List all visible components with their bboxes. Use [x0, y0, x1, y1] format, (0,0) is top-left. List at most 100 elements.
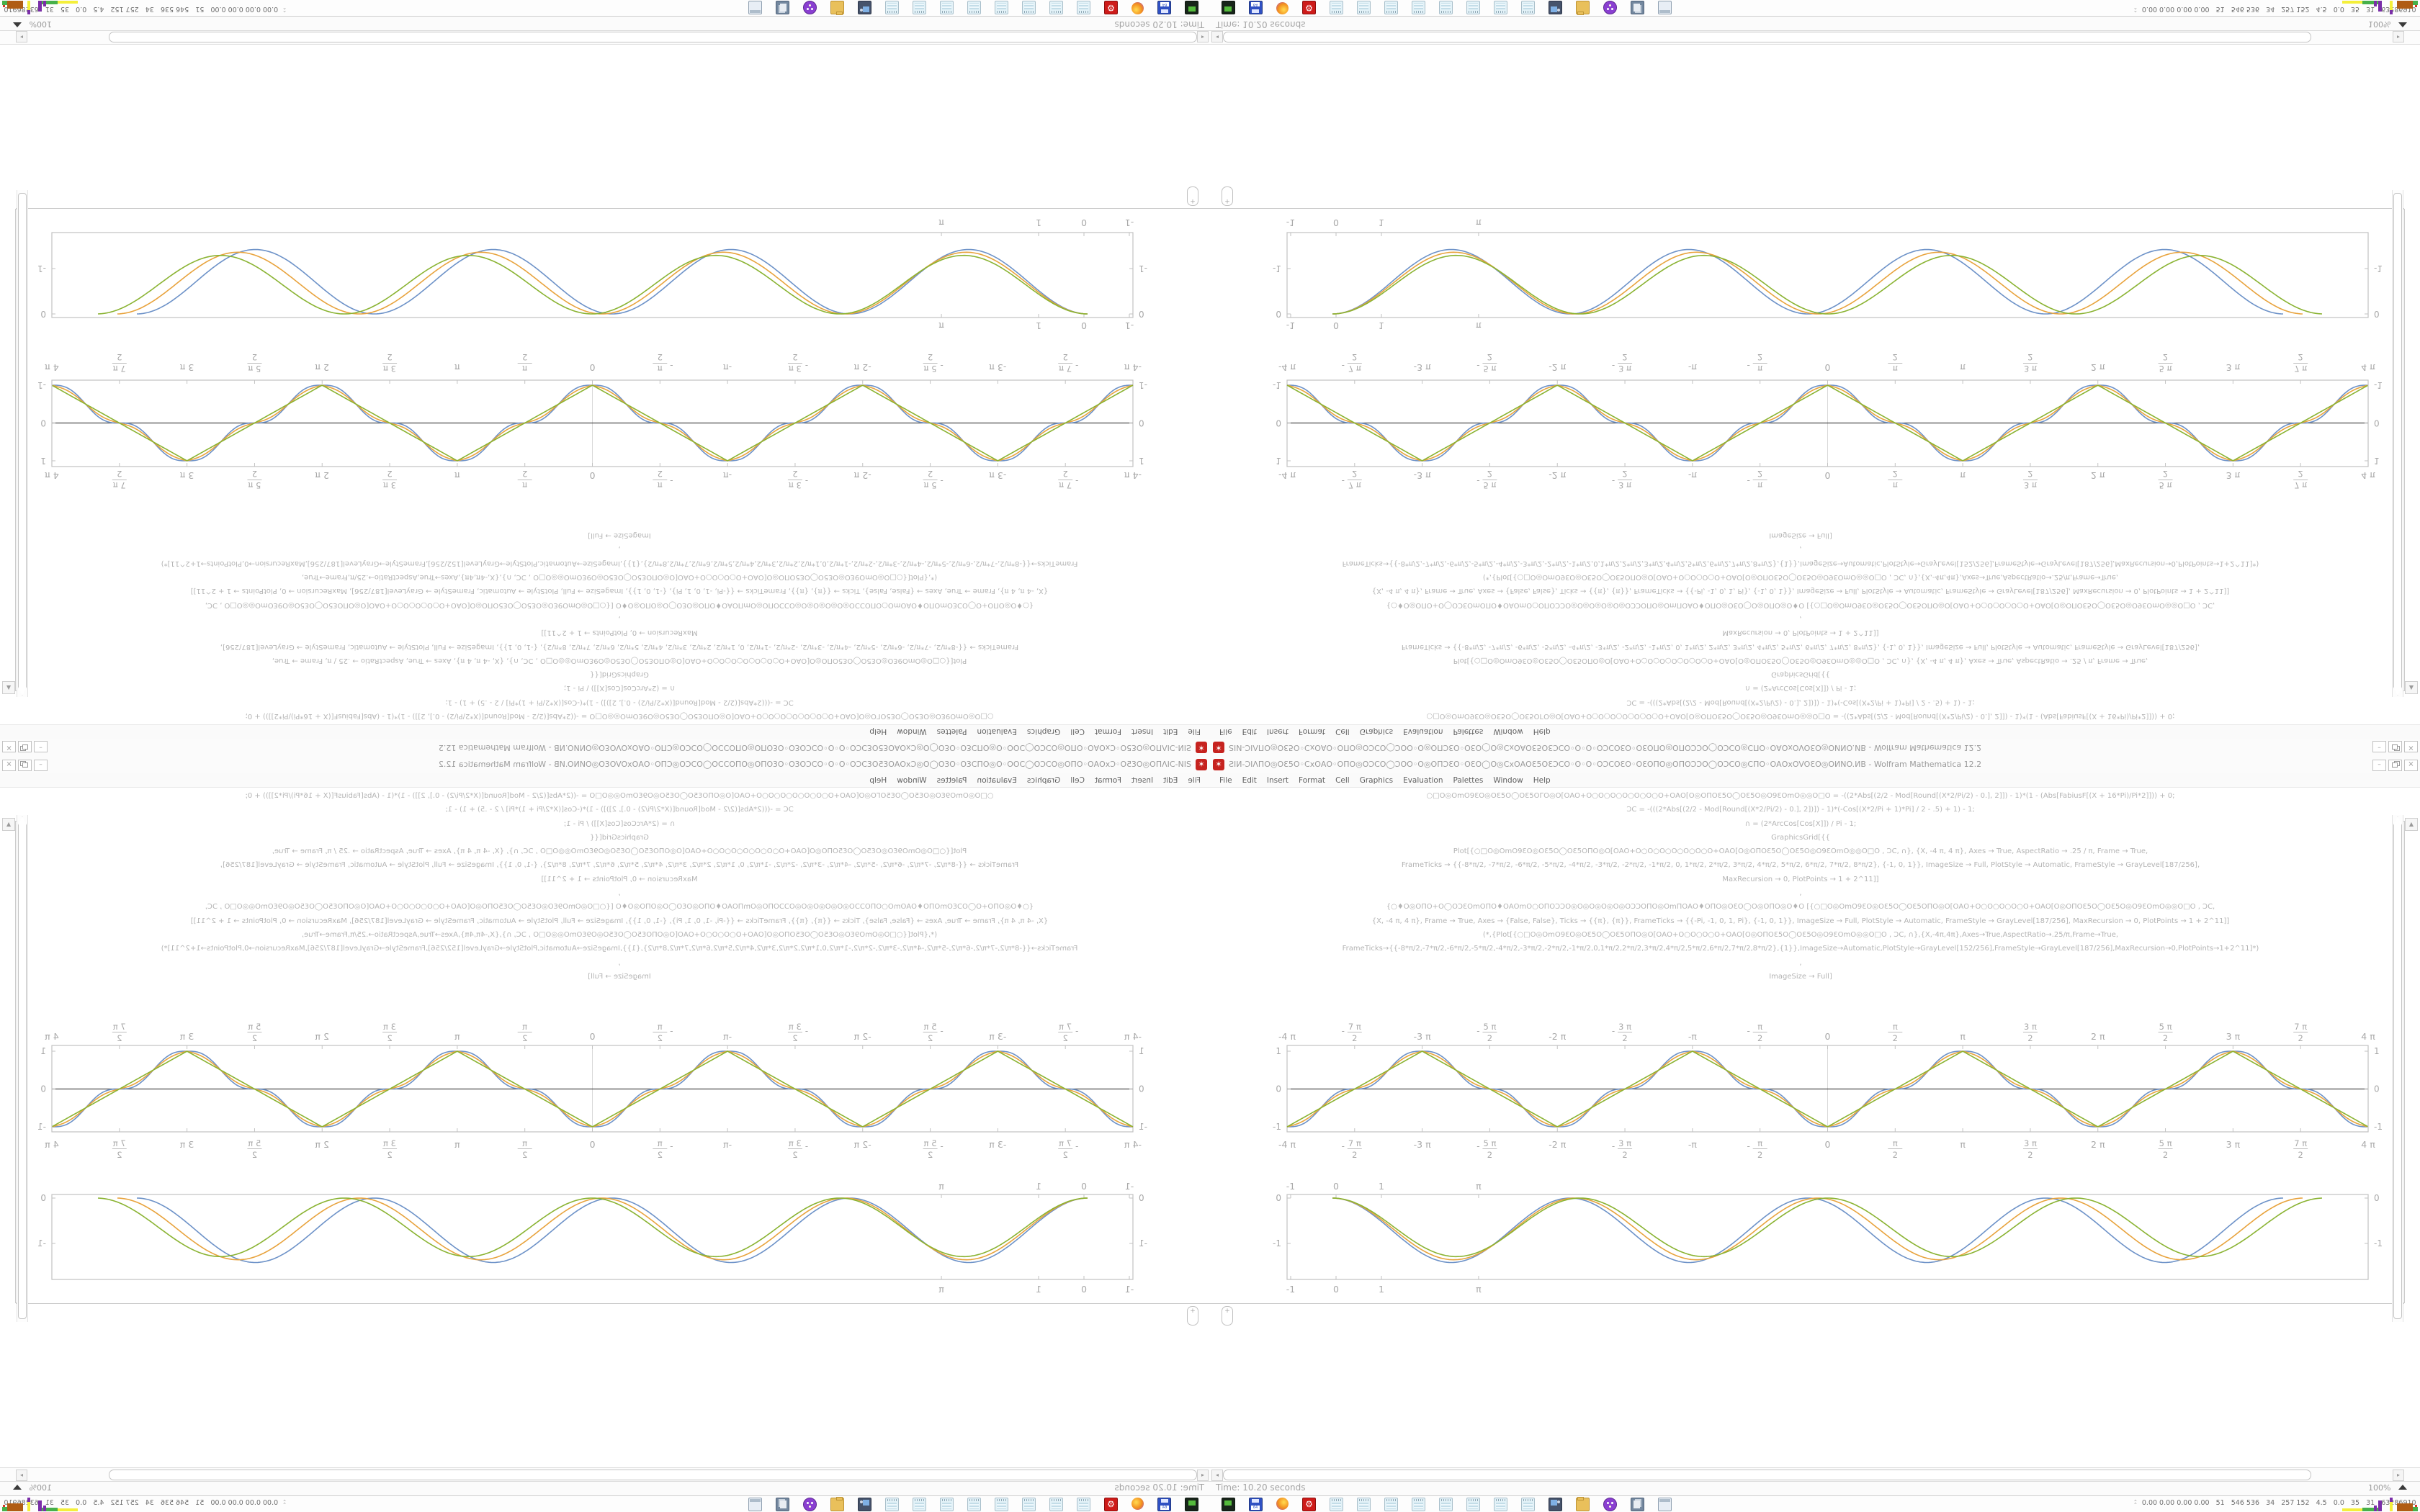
- note-icon[interactable]: [1357, 1498, 1371, 1511]
- menu-item-format[interactable]: Format: [1299, 727, 1326, 737]
- scroll-left-icon[interactable]: ◂: [1197, 1470, 1209, 1481]
- gear-icon[interactable]: ⚙: [1302, 1498, 1316, 1511]
- code-line[interactable]: ,: [618, 545, 621, 554]
- menu-item-edit[interactable]: Edit: [1163, 727, 1178, 737]
- window-titlebar[interactable]: ✶ ƧIИ-ƆIΛΠO◎OƐ5O◦CxOΑO◦OΠO◎OƆCO◯ƆOO◦O◎OΠ…: [0, 738, 1210, 756]
- code-line[interactable]: FrameTicks → {{-8*π/2, -7*π/2, -6*π/2, -…: [1401, 642, 2200, 651]
- code-line[interactable]: ○□O◎OmO9ƐO◎OƐ5O◯OƐ5OΓO◎O[OΑO+O○O○O○O○O○O…: [1426, 712, 2175, 720]
- close-button[interactable]: ×: [2, 741, 16, 752]
- code-line[interactable]: FrameTicks→{{-8*π/2,-7*π/2,-6*π/2,-5*π/2…: [161, 559, 1078, 567]
- docs-icon[interactable]: [776, 1, 789, 14]
- menu-item-graphics[interactable]: Graphics: [1359, 775, 1394, 785]
- note-icon[interactable]: [995, 1, 1008, 14]
- code-line[interactable]: FrameTicks→{{-8*π/2,-7*π/2,-6*π/2,-5*π/2…: [161, 945, 1078, 953]
- restore-button[interactable]: [18, 760, 32, 771]
- menu-item-insert[interactable]: Insert: [1131, 775, 1154, 785]
- code-line[interactable]: ○□O◎OmO9ƐO◎OƐ5O◯OƐ5OΓO◎O[OΑO+O○O○O○O○O○O…: [1426, 792, 2175, 800]
- window-icon[interactable]: [1658, 1498, 1672, 1511]
- vertical-scrollbar-thumb[interactable]: [18, 193, 27, 696]
- code-line[interactable]: GraphicsGrid[{{: [590, 833, 649, 842]
- code-line[interactable]: FrameTicks → {{-8*π/2, -7*π/2, -6*π/2, -…: [220, 861, 1019, 870]
- scroll-up-icon[interactable]: ▲: [2405, 818, 2418, 831]
- menu-item-palettes[interactable]: Palettes: [1453, 727, 1484, 737]
- menu-item-graphics[interactable]: Graphics: [1026, 727, 1061, 737]
- code-line[interactable]: ∩ = (2*ArcCos[Cos[X]]) / Pi - 1;: [563, 684, 676, 693]
- code-line[interactable]: GraphicsGrid[{{: [1771, 833, 1830, 842]
- scroll-up-icon[interactable]: ▲: [2, 681, 15, 694]
- code-line[interactable]: ImageSize → Full]: [1769, 972, 1832, 981]
- note-icon[interactable]: [967, 1, 981, 14]
- menu-item-window[interactable]: Window: [897, 775, 927, 785]
- magnification-menu-icon[interactable]: [2398, 22, 2407, 27]
- gear-icon[interactable]: ⚙: [1302, 1, 1316, 14]
- note-icon[interactable]: [1521, 1, 1535, 14]
- terminal-icon[interactable]: [1185, 1498, 1198, 1511]
- code-line[interactable]: MaxRecursion → 0, PlotPoints → 1 + 2^11]…: [541, 629, 698, 637]
- menu-item-edit[interactable]: Edit: [1242, 727, 1257, 737]
- code-line[interactable]: MaxRecursion → 0, PlotPoints → 1 + 2^11]…: [541, 875, 698, 883]
- code-line[interactable]: Plot[{○□O◎OmO9ƐO◎OƐ5O◯OƐ5OΠO◎O[OΑO+O○O○O…: [1453, 656, 2148, 665]
- note-icon[interactable]: [1466, 1498, 1480, 1511]
- menu-item-window[interactable]: Window: [1493, 775, 1523, 785]
- menu-item-cell[interactable]: Cell: [1070, 775, 1085, 785]
- code-line[interactable]: ImageSize → Full]: [1769, 531, 1832, 540]
- menu-item-cell[interactable]: Cell: [1070, 727, 1085, 737]
- note-icon[interactable]: [1494, 1498, 1507, 1511]
- chat-icon[interactable]: [1603, 1, 1617, 14]
- menu-item-palettes[interactable]: Palettes: [936, 775, 967, 785]
- note-icon[interactable]: [1077, 1, 1090, 14]
- folder-icon[interactable]: [1576, 1497, 1590, 1511]
- horizontal-scrollbar-thumb[interactable]: [1223, 1470, 2311, 1480]
- code-line[interactable]: ∩ = (2*ArcCos[Cos[X]]) / Pi - 1;: [563, 819, 676, 828]
- note-icon[interactable]: [1357, 1, 1371, 14]
- code-cell[interactable]: ○□O◎OmO9ƐO◎OƐ5O◯OƐ5OΓO◎O[OΑO+O○O○O○O○O○O…: [29, 789, 1210, 984]
- chat-icon[interactable]: [803, 1498, 817, 1511]
- menu-item-edit[interactable]: Edit: [1242, 775, 1257, 785]
- horizontal-scrollbar-thumb[interactable]: [109, 32, 1197, 42]
- note-icon[interactable]: [995, 1498, 1008, 1511]
- chevron-up-icon[interactable]: ⌃ ⌃: [282, 1498, 287, 1508]
- menu-item-help[interactable]: Help: [1533, 775, 1551, 785]
- horizontal-scrollbar[interactable]: ◂ ▸: [1210, 30, 2420, 45]
- cell-insert-marker[interactable]: +: [1222, 1306, 1233, 1326]
- folder-icon[interactable]: [830, 1497, 844, 1511]
- code-line[interactable]: ƆC = -(((2*Abs[(2/2 - Mod[Round[(X*2/Pi/…: [445, 698, 794, 706]
- menu-item-evaluation[interactable]: Evaluation: [977, 775, 1017, 785]
- menu-item-window[interactable]: Window: [1493, 727, 1523, 737]
- code-line[interactable]: (*,{Plot[{○□O◎OmO9ƐO◎OƐ5O◯OƐ5OΠO◎O[OΑO+O…: [301, 930, 938, 939]
- folder-icon[interactable]: [830, 1, 844, 15]
- magnification-menu-icon[interactable]: [13, 1485, 22, 1490]
- menu-item-file[interactable]: File: [1188, 727, 1201, 737]
- scroll-up-icon[interactable]: ▲: [2, 818, 15, 831]
- floppy-icon[interactable]: 64: [1157, 1498, 1171, 1511]
- notebook-content[interactable]: ○□O◎OmO9ƐO◎OƐ5O◯OƐ5OΓO◎O[OΑO+O○O○O○O○O○O…: [1210, 17, 2420, 724]
- menu-item-palettes[interactable]: Palettes: [936, 727, 967, 737]
- note-icon[interactable]: [885, 1, 899, 14]
- gear-icon[interactable]: ⚙: [1104, 1498, 1118, 1511]
- menu-item-format[interactable]: Format: [1299, 775, 1326, 785]
- code-line[interactable]: Plot[{○□O◎OmO9ƐO◎OƐ5O◯OƐ5OΠO◎O[OΑO+O○O○O…: [272, 656, 967, 665]
- note-icon[interactable]: [1521, 1498, 1535, 1511]
- firefox-icon[interactable]: [1276, 2, 1289, 14]
- magnification-value[interactable]: 100%: [29, 1483, 52, 1493]
- code-line[interactable]: (*,{Plot[{○□O◎OmO9ƐO◎OƐ5O◯OƐ5OΠO◎O[OΑO+O…: [301, 573, 938, 582]
- scroll-right-icon[interactable]: ▸: [2393, 1470, 2404, 1481]
- code-line[interactable]: ,: [618, 614, 621, 623]
- code-line[interactable]: {○♦O◎OΠO+O◯OƆƐOmOΠO♦OΑOmO○OΠOƆƆO◎O◎O◎O◎O…: [1386, 600, 2215, 609]
- cell-insert-marker[interactable]: +: [1222, 186, 1233, 206]
- code-line[interactable]: FrameTicks→{{-8*π/2,-7*π/2,-6*π/2,-5*π/2…: [1342, 559, 2259, 567]
- code-line[interactable]: {X, -4 π, 4 π}, Frame → True, Axes → {Fa…: [1371, 917, 2230, 925]
- terminal-icon[interactable]: [1222, 1498, 1235, 1511]
- code-line[interactable]: ,: [1799, 889, 1802, 898]
- menu-item-evaluation[interactable]: Evaluation: [1403, 727, 1443, 737]
- magnification-value[interactable]: 100%: [2368, 19, 2391, 29]
- note-icon[interactable]: [1466, 1, 1480, 14]
- firefox-icon[interactable]: [1131, 2, 1144, 14]
- minimize-button[interactable]: –: [34, 760, 48, 771]
- window-titlebar[interactable]: ✶ ƧIИ-ƆIΛΠO◎OƐ5O◦CxOΑO◦OΠO◎OƆCO◯ƆOO◦O◎OΠ…: [0, 756, 1210, 774]
- menu-item-evaluation[interactable]: Evaluation: [1403, 775, 1443, 785]
- code-line[interactable]: FrameTicks → {{-8*π/2, -7*π/2, -6*π/2, -…: [220, 642, 1019, 651]
- menu-item-edit[interactable]: Edit: [1163, 775, 1178, 785]
- horizontal-scrollbar[interactable]: ◂ ▸: [1210, 1467, 2420, 1482]
- note-icon[interactable]: [940, 1498, 954, 1511]
